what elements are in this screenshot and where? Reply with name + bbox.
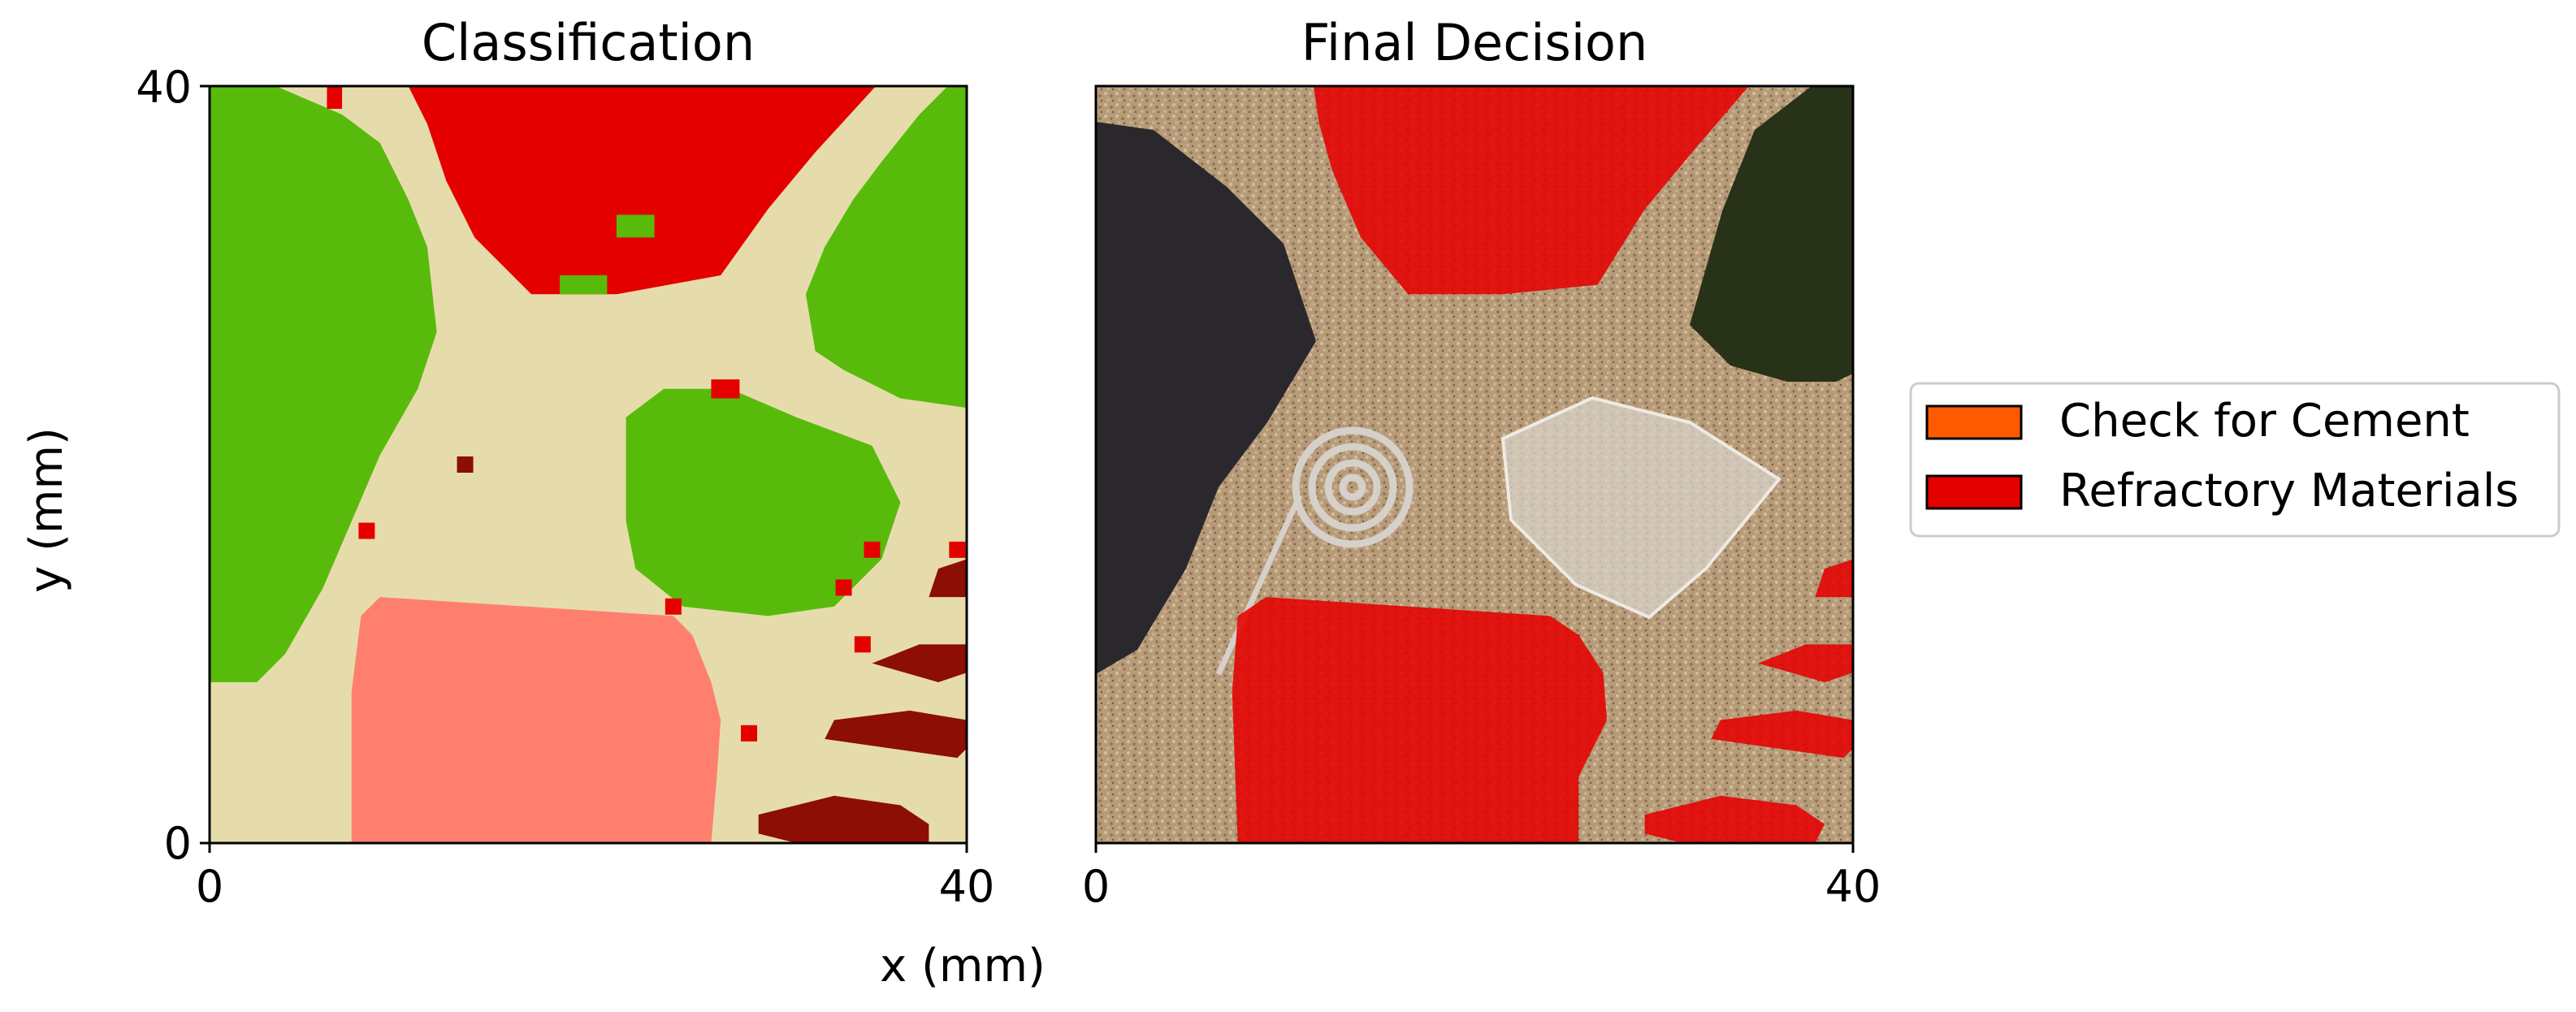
region-class-green [805,86,967,409]
overlay-refractory-materials [1232,597,1608,843]
axis-ticks: 0 40 0 40 [136,62,994,912]
speck-class-red [665,598,682,615]
x-axis-label: x (mm) [880,940,1046,993]
heatmap-specks [358,456,966,742]
y-tick-label: 40 [136,62,192,113]
overlay-refractory-materials [1711,710,1853,759]
overlay-refractory-materials [1313,86,1749,295]
region-class-darkred [758,795,929,843]
panel-title: Final Decision [1301,13,1648,72]
x-tick-label: 40 [939,861,995,912]
axis-ticks: 0 40 [1082,843,1881,912]
speck-class-red [741,724,758,742]
y-axis-label: y (mm) [20,427,73,593]
heatmap-regions [210,86,967,843]
dark-green-rock [1690,86,1853,382]
x-tick-label: 0 [196,861,223,912]
region-class-green [616,214,655,238]
x-tick-label: 40 [1825,861,1881,912]
region-class-green [560,275,608,295]
legend-label: Refractory Materials [2059,465,2519,517]
speck-class-red [864,541,881,558]
region-class-green [210,86,437,682]
speck-class-red [358,522,375,539]
region-class-darkred [929,559,967,598]
speck-class-darkred [457,456,474,473]
speck-class-red [854,636,871,653]
panel-title: Classification [422,13,755,72]
region-class-green [626,388,901,616]
metal-spiral [1215,426,1414,676]
speck-class-red [835,579,852,596]
overlay-refractory-materials [1815,559,1853,598]
legend-swatch-check-for-cement [1925,404,2023,440]
legend: Check for Cement Refractory Materials [1909,382,2561,538]
region-class-darkred [872,644,967,682]
region-class-darkred [825,710,967,759]
region-class-red [327,86,343,109]
panel-classification: Classification 0 40 0 40 [136,13,994,912]
plot-frame [1094,84,1855,845]
region-class-salmon [351,597,721,843]
y-tick-label: 0 [164,818,192,869]
x-tick-label: 0 [1082,861,1110,912]
overlay-refractory-materials [1758,644,1853,682]
region-class-red [408,86,877,295]
legend-frame [1909,382,2561,538]
decision-overlay [1232,86,1853,843]
dark-rock [1096,122,1316,674]
panel-final-decision: Final Decision 0 40 [1082,13,1881,912]
legend-swatch-refractory-materials [1925,474,2023,510]
legend-label: Check for Cement [2059,395,2470,448]
speck-class-red [949,541,966,558]
glass-shard [1500,396,1782,620]
region-class-red [711,379,740,399]
overlay-refractory-materials [1644,795,1825,843]
plot-frame [208,84,968,845]
